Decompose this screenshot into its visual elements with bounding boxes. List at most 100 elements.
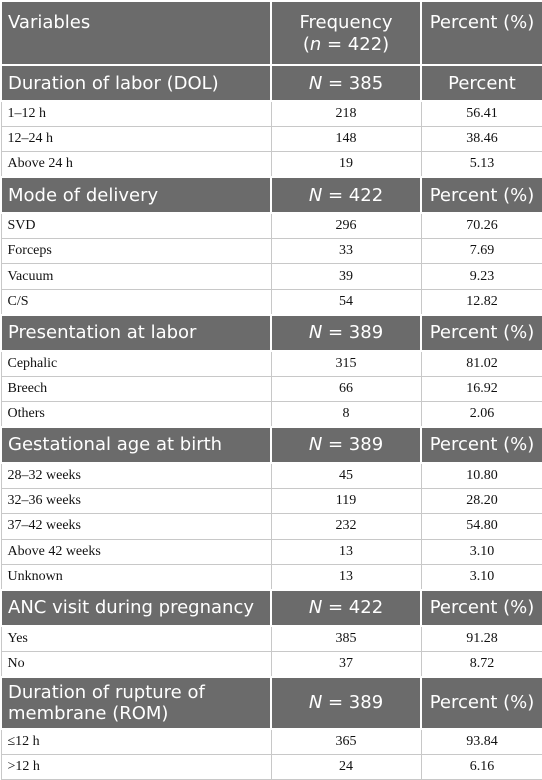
cell: 93.84 <box>420 728 542 755</box>
cell: 315 <box>270 350 422 377</box>
section-title: Presentation at labor <box>0 313 272 352</box>
cell: 33 <box>270 238 422 265</box>
section-n: N = 389 <box>270 425 422 464</box>
cell: 2.06 <box>420 401 542 428</box>
cell: 19 <box>270 151 422 178</box>
cell: Unknown <box>0 563 272 591</box>
data-row: 32–36 weeks 119 28.20 <box>0 487 542 515</box>
data-row: Forceps 33 7.69 <box>0 238 542 265</box>
cell: 56.41 <box>420 100 542 127</box>
section-n: N = 389 <box>270 675 422 730</box>
cell: 13 <box>270 563 422 591</box>
cell: 8 <box>270 401 422 428</box>
cell: 81.02 <box>420 350 542 377</box>
section-n: N = 422 <box>270 176 422 215</box>
data-row: Above 24 h 19 5.13 <box>0 151 542 178</box>
section-title: Duration of labor (DOL) <box>0 64 272 102</box>
data-row: Cephalic 315 81.02 <box>0 350 542 377</box>
n-value: = 389 <box>322 692 384 714</box>
cell: 8.72 <box>420 650 542 678</box>
section-row: ANC visit during pregnancy N = 422 Percent… <box>0 588 542 627</box>
cell: Above 24 h <box>0 151 272 178</box>
cell: Vacuum <box>0 263 272 290</box>
cell: No <box>0 650 272 678</box>
data-row: Yes 385 91.28 <box>0 625 542 652</box>
cell: 6.16 <box>420 753 542 780</box>
data-row: 28–32 weeks 45 10.80 <box>0 462 542 489</box>
cell: 3.10 <box>420 538 542 565</box>
header-cell: Variables <box>0 0 272 66</box>
section-n: N = 385 <box>270 64 422 102</box>
cell: Others <box>0 401 272 428</box>
n-value: = 422 <box>322 597 384 619</box>
cell: 5.13 <box>420 151 542 178</box>
data-row: No 37 8.72 <box>0 650 542 678</box>
n-symbol: N <box>308 184 323 206</box>
section-row: Gestational age at birth N = 389 Percent (… <box>0 425 542 464</box>
header-text: n <box>309 34 322 55</box>
n-symbol: N <box>308 434 323 456</box>
data-row: Breech 66 16.92 <box>0 375 542 403</box>
data-row: 1–12 h 218 56.41 <box>0 100 542 127</box>
cell: 37–42 weeks <box>0 513 272 540</box>
data-row: C/S 54 12.82 <box>0 288 542 316</box>
n-value: = 385 <box>322 72 384 94</box>
cell: 385 <box>270 625 422 652</box>
cell: SVD <box>0 212 272 240</box>
section-n: N = 389 <box>270 313 422 352</box>
data-row: 12–24 h 148 38.46 <box>0 125 542 153</box>
data-row: Others 8 2.06 <box>0 401 542 428</box>
cell: 1–12 h <box>0 100 272 127</box>
data-row: Above 42 weeks 13 3.10 <box>0 538 542 565</box>
cell: 28.20 <box>420 487 542 515</box>
cell: Cephalic <box>0 350 272 377</box>
section-row: Presentation at labor N = 389 Percent (%) <box>0 313 542 352</box>
section-percent-label: Percent (%) <box>420 588 542 627</box>
cell: Above 42 weeks <box>0 538 272 565</box>
n-symbol: N <box>308 692 323 714</box>
section-title: Duration of rupture of membrane (ROM) <box>0 675 272 730</box>
cell: 38.46 <box>420 125 542 153</box>
cell: 16.92 <box>420 375 542 403</box>
header-cell: Frequency (n = 422) <box>270 0 422 66</box>
cell: 70.26 <box>420 212 542 240</box>
n-symbol: N <box>308 72 323 94</box>
cell: 7.69 <box>420 238 542 265</box>
cell: 296 <box>270 212 422 240</box>
cell: 39 <box>270 263 422 290</box>
cell: 37 <box>270 650 422 678</box>
cell: 9.23 <box>420 263 542 290</box>
section-percent-label: Percent (%) <box>420 425 542 464</box>
cell: 365 <box>270 728 422 755</box>
cell: Breech <box>0 375 272 403</box>
section-percent-label: Percent (%) <box>420 313 542 352</box>
data-row: Vacuum 39 9.23 <box>0 263 542 290</box>
cell: 232 <box>270 513 422 540</box>
cell: 54 <box>270 288 422 316</box>
cell: 24 <box>270 753 422 780</box>
section-row: Duration of labor (DOL) N = 385 Percent <box>0 64 542 102</box>
cell: C/S <box>0 288 272 316</box>
cell: 12.82 <box>420 288 542 316</box>
section-title: Mode of delivery <box>0 176 272 215</box>
cell: 91.28 <box>420 625 542 652</box>
cell: Forceps <box>0 238 272 265</box>
n-symbol: N <box>308 322 323 344</box>
data-row: ≤12 h 365 93.84 <box>0 728 542 755</box>
section-row: Mode of delivery N = 422 Percent (%) <box>0 176 542 215</box>
section-title: ANC visit during pregnancy <box>0 588 272 627</box>
section-n: N = 422 <box>270 588 422 627</box>
n-value: = 422 <box>322 184 384 206</box>
cell: 13 <box>270 538 422 565</box>
cell: 28–32 weeks <box>0 462 272 489</box>
section-row: Duration of rupture of membrane (ROM) N =… <box>0 675 542 730</box>
cell: 10.80 <box>420 462 542 489</box>
cell: Yes <box>0 625 272 652</box>
cell: 218 <box>270 100 422 127</box>
cell: 45 <box>270 462 422 489</box>
cell: >12 h <box>0 753 272 780</box>
cell: 3.10 <box>420 563 542 591</box>
data-row: 37–42 weeks 232 54.80 <box>0 513 542 540</box>
header-text: = 422) <box>321 34 390 55</box>
